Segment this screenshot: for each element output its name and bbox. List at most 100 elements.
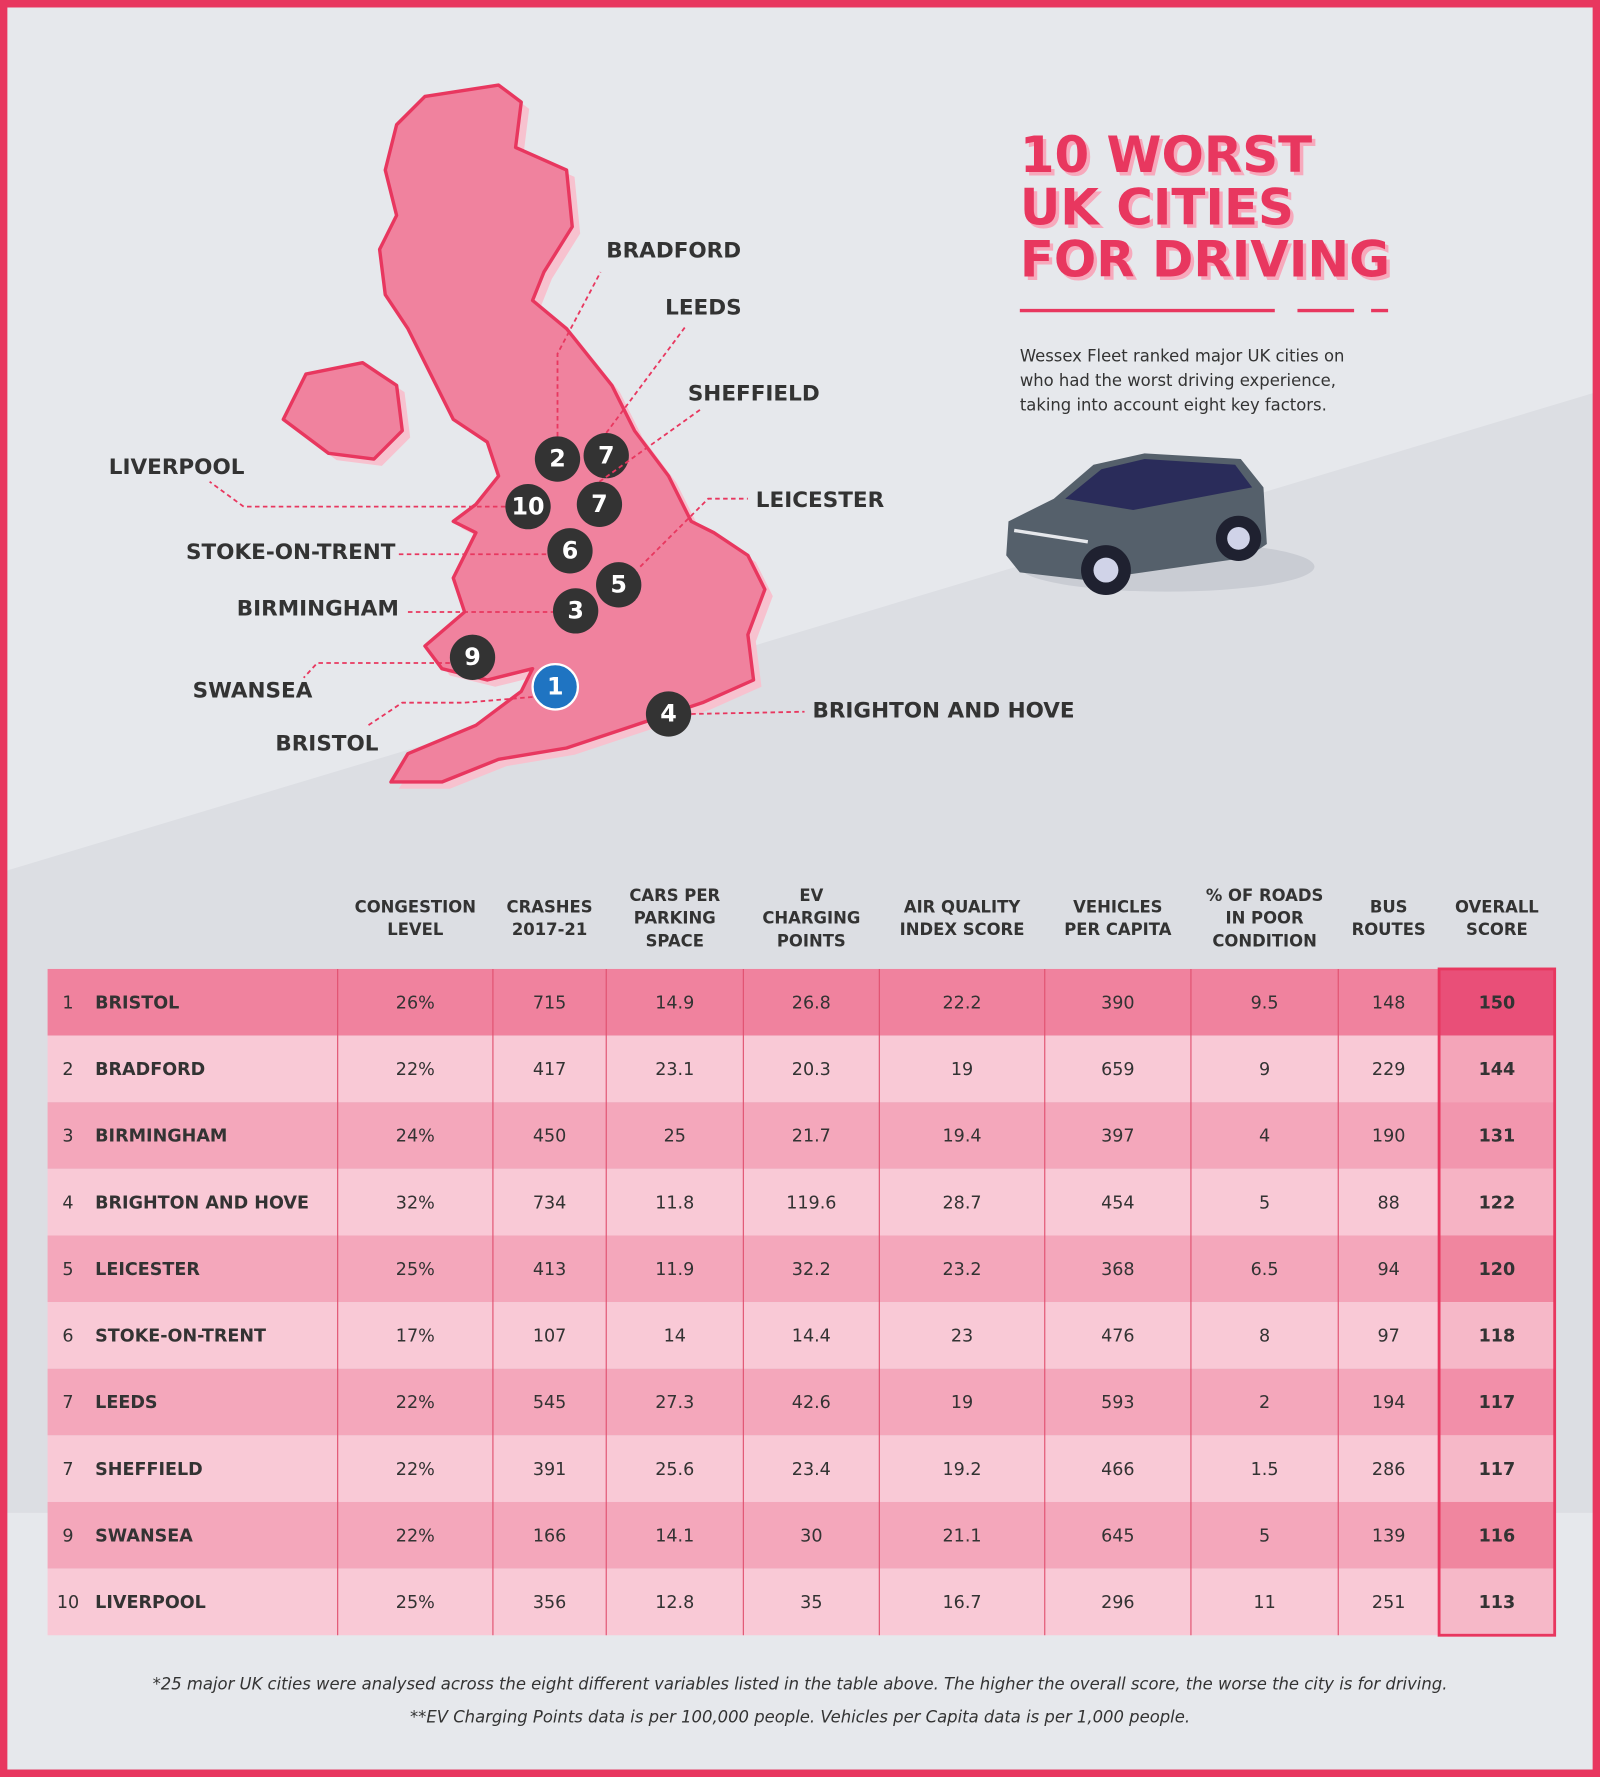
score-cell — [1439, 1568, 1555, 1636]
table-cell: 14.4 — [792, 1327, 831, 1347]
column-header: AIR QUALITY — [904, 897, 1021, 916]
marker-rank: 2 — [549, 445, 566, 473]
city-cell: SWANSEA — [95, 1526, 193, 1546]
table-cell: 22% — [396, 1460, 435, 1480]
table-row — [47, 1102, 1555, 1169]
table-cell: 14 — [664, 1327, 686, 1347]
overall-score: 117 — [1479, 1460, 1516, 1480]
table-cell: 296 — [1101, 1593, 1135, 1613]
overall-score: 118 — [1479, 1327, 1516, 1347]
table-cell: 251 — [1372, 1593, 1406, 1613]
table-cell: 734 — [533, 1193, 567, 1213]
table-cell: 42.6 — [792, 1393, 831, 1413]
marker-rank: 3 — [567, 597, 584, 625]
marker — [534, 436, 581, 482]
column-header: % OF ROADS — [1206, 886, 1323, 905]
uk-map: 1 BRISTOL 2 BRADFORD 3 BIRMINGHAM 4 BRIGHTON AN… — [109, 83, 1075, 789]
column-header: IN POOR — [1225, 909, 1304, 928]
score-cell — [1439, 1102, 1555, 1169]
table-cell: 5 — [1259, 1526, 1270, 1546]
table-cell: 14.9 — [655, 993, 694, 1013]
marker-rank: 5 — [610, 570, 627, 598]
table-cell: 9 — [1259, 1060, 1270, 1080]
leader-line — [209, 480, 506, 508]
column-header: POINTS — [777, 931, 846, 950]
table-cell: 25% — [396, 1260, 435, 1280]
table-cell: 23.2 — [943, 1260, 982, 1280]
table-cell: 22.2 — [943, 993, 982, 1013]
leader-line — [605, 325, 687, 434]
rank-cell: 3 — [62, 1127, 73, 1147]
table-cell: 32% — [396, 1193, 435, 1213]
table-row — [47, 1302, 1555, 1369]
table-row — [47, 1368, 1555, 1436]
column-header: CONDITION — [1212, 931, 1317, 950]
table-cell: 11.9 — [655, 1260, 694, 1280]
description-line: taking into account eight key factors. — [1020, 395, 1327, 414]
table-row — [47, 1501, 1555, 1569]
marker-rank: 1 — [547, 672, 564, 700]
title-shadow: FOR DRIVING — [1023, 234, 1393, 292]
table-cell: 659 — [1101, 1060, 1135, 1080]
marker — [645, 691, 692, 737]
leader-line — [303, 662, 450, 679]
table-cell: 94 — [1378, 1260, 1400, 1280]
table-cell: 391 — [533, 1460, 567, 1480]
table-cell: 450 — [533, 1127, 567, 1147]
table-cell: 454 — [1101, 1193, 1135, 1213]
table-cell: 466 — [1101, 1460, 1135, 1480]
table-cell: 25.6 — [655, 1460, 694, 1480]
title-shadow: 10 WORST — [1023, 130, 1315, 188]
table-cell: 16.7 — [943, 1593, 982, 1613]
table-cell: 25% — [396, 1593, 435, 1613]
table-cell: 17% — [396, 1327, 435, 1347]
title-line: UK CITIES — [1020, 178, 1294, 236]
score-outline — [1437, 967, 1557, 1637]
city-label: BRIGHTON AND HOVE — [812, 699, 1074, 724]
title-shadow: UK CITIES — [1023, 182, 1297, 240]
marker-rank: 7 — [591, 490, 608, 518]
table-cell: 368 — [1101, 1260, 1135, 1280]
table-cell: 11.8 — [655, 1193, 694, 1213]
table-cell: 397 — [1101, 1127, 1135, 1147]
table-cell: 9.5 — [1251, 993, 1279, 1013]
table-cell: 107 — [533, 1327, 567, 1347]
table-cell: 413 — [533, 1260, 567, 1280]
city-label: BRISTOL — [275, 732, 378, 757]
table-cell: 24% — [396, 1127, 435, 1147]
table-row — [47, 968, 1555, 1036]
marker — [547, 528, 593, 574]
description-line: who had the worst driving experience, — [1020, 371, 1336, 390]
column-header: PARKING — [634, 909, 716, 928]
footnotes: *25 major UK cities were analysed across… — [153, 1675, 1448, 1727]
overall-score: 117 — [1479, 1393, 1516, 1413]
table-row — [47, 1568, 1555, 1636]
city-cell: LEEDS — [95, 1393, 157, 1413]
city-cell: STOKE-ON-TRENT — [95, 1327, 266, 1347]
marker-rank: 10 — [511, 492, 544, 520]
car-illustration — [1006, 453, 1315, 596]
marker — [505, 483, 551, 530]
table-cell: 22% — [396, 1393, 435, 1413]
score-cell — [1439, 1368, 1555, 1436]
table-cell: 30 — [800, 1526, 822, 1546]
marker-rank: 6 — [562, 536, 579, 564]
table-cell: 97 — [1378, 1327, 1400, 1347]
table-cell: 715 — [533, 993, 567, 1013]
score-cell — [1439, 1035, 1555, 1103]
city-cell: BRADFORD — [95, 1060, 205, 1080]
city-label: BIRMINGHAM — [237, 597, 399, 622]
table-cell: 26.8 — [792, 993, 831, 1013]
column-header: SCORE — [1466, 920, 1528, 939]
leader-line — [639, 497, 748, 568]
city-label: BRADFORD — [606, 239, 741, 264]
column-header: CARS PER — [629, 886, 720, 905]
rank-cell: 1 — [62, 993, 73, 1013]
column-header: CONGESTION — [355, 897, 476, 916]
city-cell: LEICESTER — [95, 1260, 200, 1280]
rank-cell: 7 — [62, 1393, 73, 1413]
table-cell: 22% — [396, 1060, 435, 1080]
score-cell — [1439, 1435, 1555, 1502]
